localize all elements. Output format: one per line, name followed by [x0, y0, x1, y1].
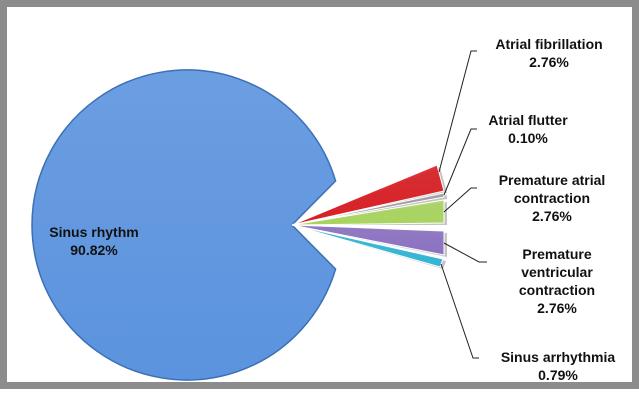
- data-label-line: 90.82%: [70, 242, 118, 258]
- data-label-line: Atrial fibrillation: [495, 36, 602, 52]
- leader-line-atrial-fibrillation: [438, 50, 477, 173]
- data-label-line: 0.10%: [508, 130, 548, 146]
- data-label-line: 2.76%: [537, 300, 577, 316]
- slice-atrial-fibrillation: [291, 164, 445, 226]
- data-label-line: Sinus arrhythmia: [501, 349, 616, 365]
- data-label-line: contraction: [519, 282, 595, 298]
- data-label-line: 2.76%: [532, 208, 572, 224]
- data-label-line: contraction: [514, 190, 590, 206]
- leader-line-atrial-flutter: [443, 128, 477, 196]
- data-label-atrial-flutter: Atrial flutter 0.10%: [488, 112, 568, 146]
- data-label-premature-atrial-contraction: Premature atrial contraction 2.76%: [499, 172, 606, 224]
- pie-chart: Sinus rhythm 90.82% Atrial fibrillation 2.7…: [31, 36, 616, 383]
- data-label-line: 2.76%: [529, 54, 569, 70]
- leader-line-sinus-arrhythmia: [440, 263, 479, 359]
- data-label-line: Atrial flutter: [488, 112, 568, 128]
- data-label-line: Premature atrial: [499, 172, 606, 188]
- data-label-premature-ventricular-contraction: Premature ventricular contraction 2.76%: [519, 246, 595, 316]
- data-label-line: Sinus rhythm: [49, 224, 138, 240]
- leader-line-premature-ventricular-contraction: [443, 242, 487, 263]
- slice-sinus-rhythm: [31, 69, 337, 381]
- slice-sinus-arrhythmia: [291, 224, 444, 268]
- data-label-sinus-rhythm: Sinus rhythm 90.82%: [49, 224, 138, 258]
- leader-line-premature-atrial-contraction: [443, 187, 477, 213]
- data-label-sinus-arrhythmia: Sinus arrhythmia 0.79%: [501, 349, 616, 383]
- data-label-line: ventricular: [521, 264, 593, 280]
- data-label-line: 0.79%: [538, 367, 578, 383]
- data-label-line: Premature: [522, 246, 591, 262]
- data-label-atrial-fibrillation: Atrial fibrillation 2.76%: [495, 36, 602, 70]
